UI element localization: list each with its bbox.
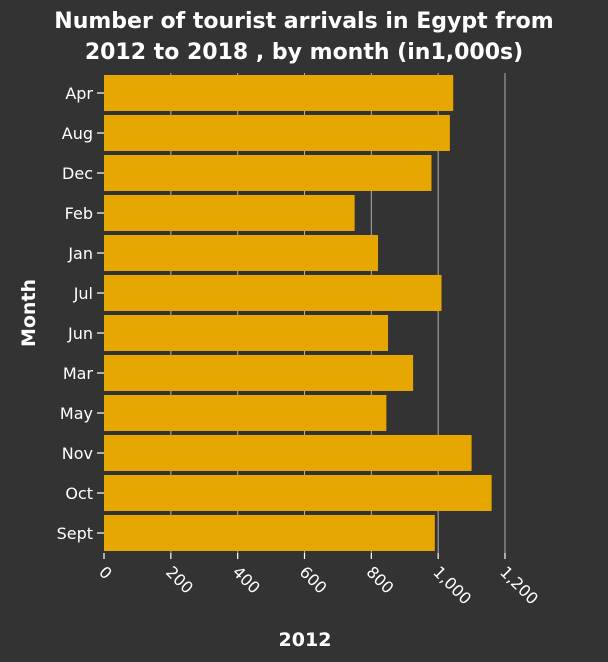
x-tick-label: 800 [363, 562, 398, 597]
bar [104, 315, 389, 351]
y-tick-label: Jul [73, 284, 93, 303]
bar [104, 395, 387, 431]
x-tick-label: 0 [95, 562, 116, 583]
y-tick-label: Oct [65, 484, 93, 503]
x-tick-label: 1,200 [496, 562, 542, 608]
bar [104, 75, 454, 111]
bar [104, 275, 442, 311]
bar [104, 235, 379, 271]
chart-title-line-1: Number of tourist arrivals in Egypt from [54, 9, 553, 34]
y-tick-label: Feb [65, 204, 93, 223]
y-tick-label: Dec [62, 164, 93, 183]
chart-title-line-2: 2012 to 2018 , by month (in1,000s) [85, 40, 523, 65]
x-tick-label: 200 [162, 562, 197, 597]
y-tick-label: May [60, 404, 93, 423]
bar [104, 475, 492, 511]
y-axis: Apr Aug Dec Feb Jan Jul Jun Mar May Nov Oct Sept [57, 84, 104, 543]
bar [104, 435, 472, 471]
bar [104, 155, 432, 191]
bars [104, 75, 492, 551]
y-tick-label: Aug [62, 124, 93, 143]
y-tick-label: Mar [63, 364, 94, 383]
y-tick-label: Sept [57, 524, 93, 543]
x-axis-title: 2012 [279, 629, 332, 651]
y-axis-title: Month [18, 279, 40, 347]
bar [104, 195, 355, 231]
bar [104, 355, 414, 391]
y-tick-label: Jan [67, 244, 93, 263]
x-tick-label: 600 [296, 562, 331, 597]
bar [104, 515, 435, 551]
y-tick-label: Apr [65, 84, 93, 103]
bar [104, 115, 450, 151]
x-tick-label: 400 [229, 562, 264, 597]
x-tick-label: 1,000 [429, 562, 475, 608]
grid-lines [170, 73, 506, 553]
y-tick-label: Jun [67, 324, 93, 343]
x-axis: 0 200 400 600 800 1,000 1,200 [95, 553, 542, 608]
y-tick-label: Nov [62, 444, 93, 463]
